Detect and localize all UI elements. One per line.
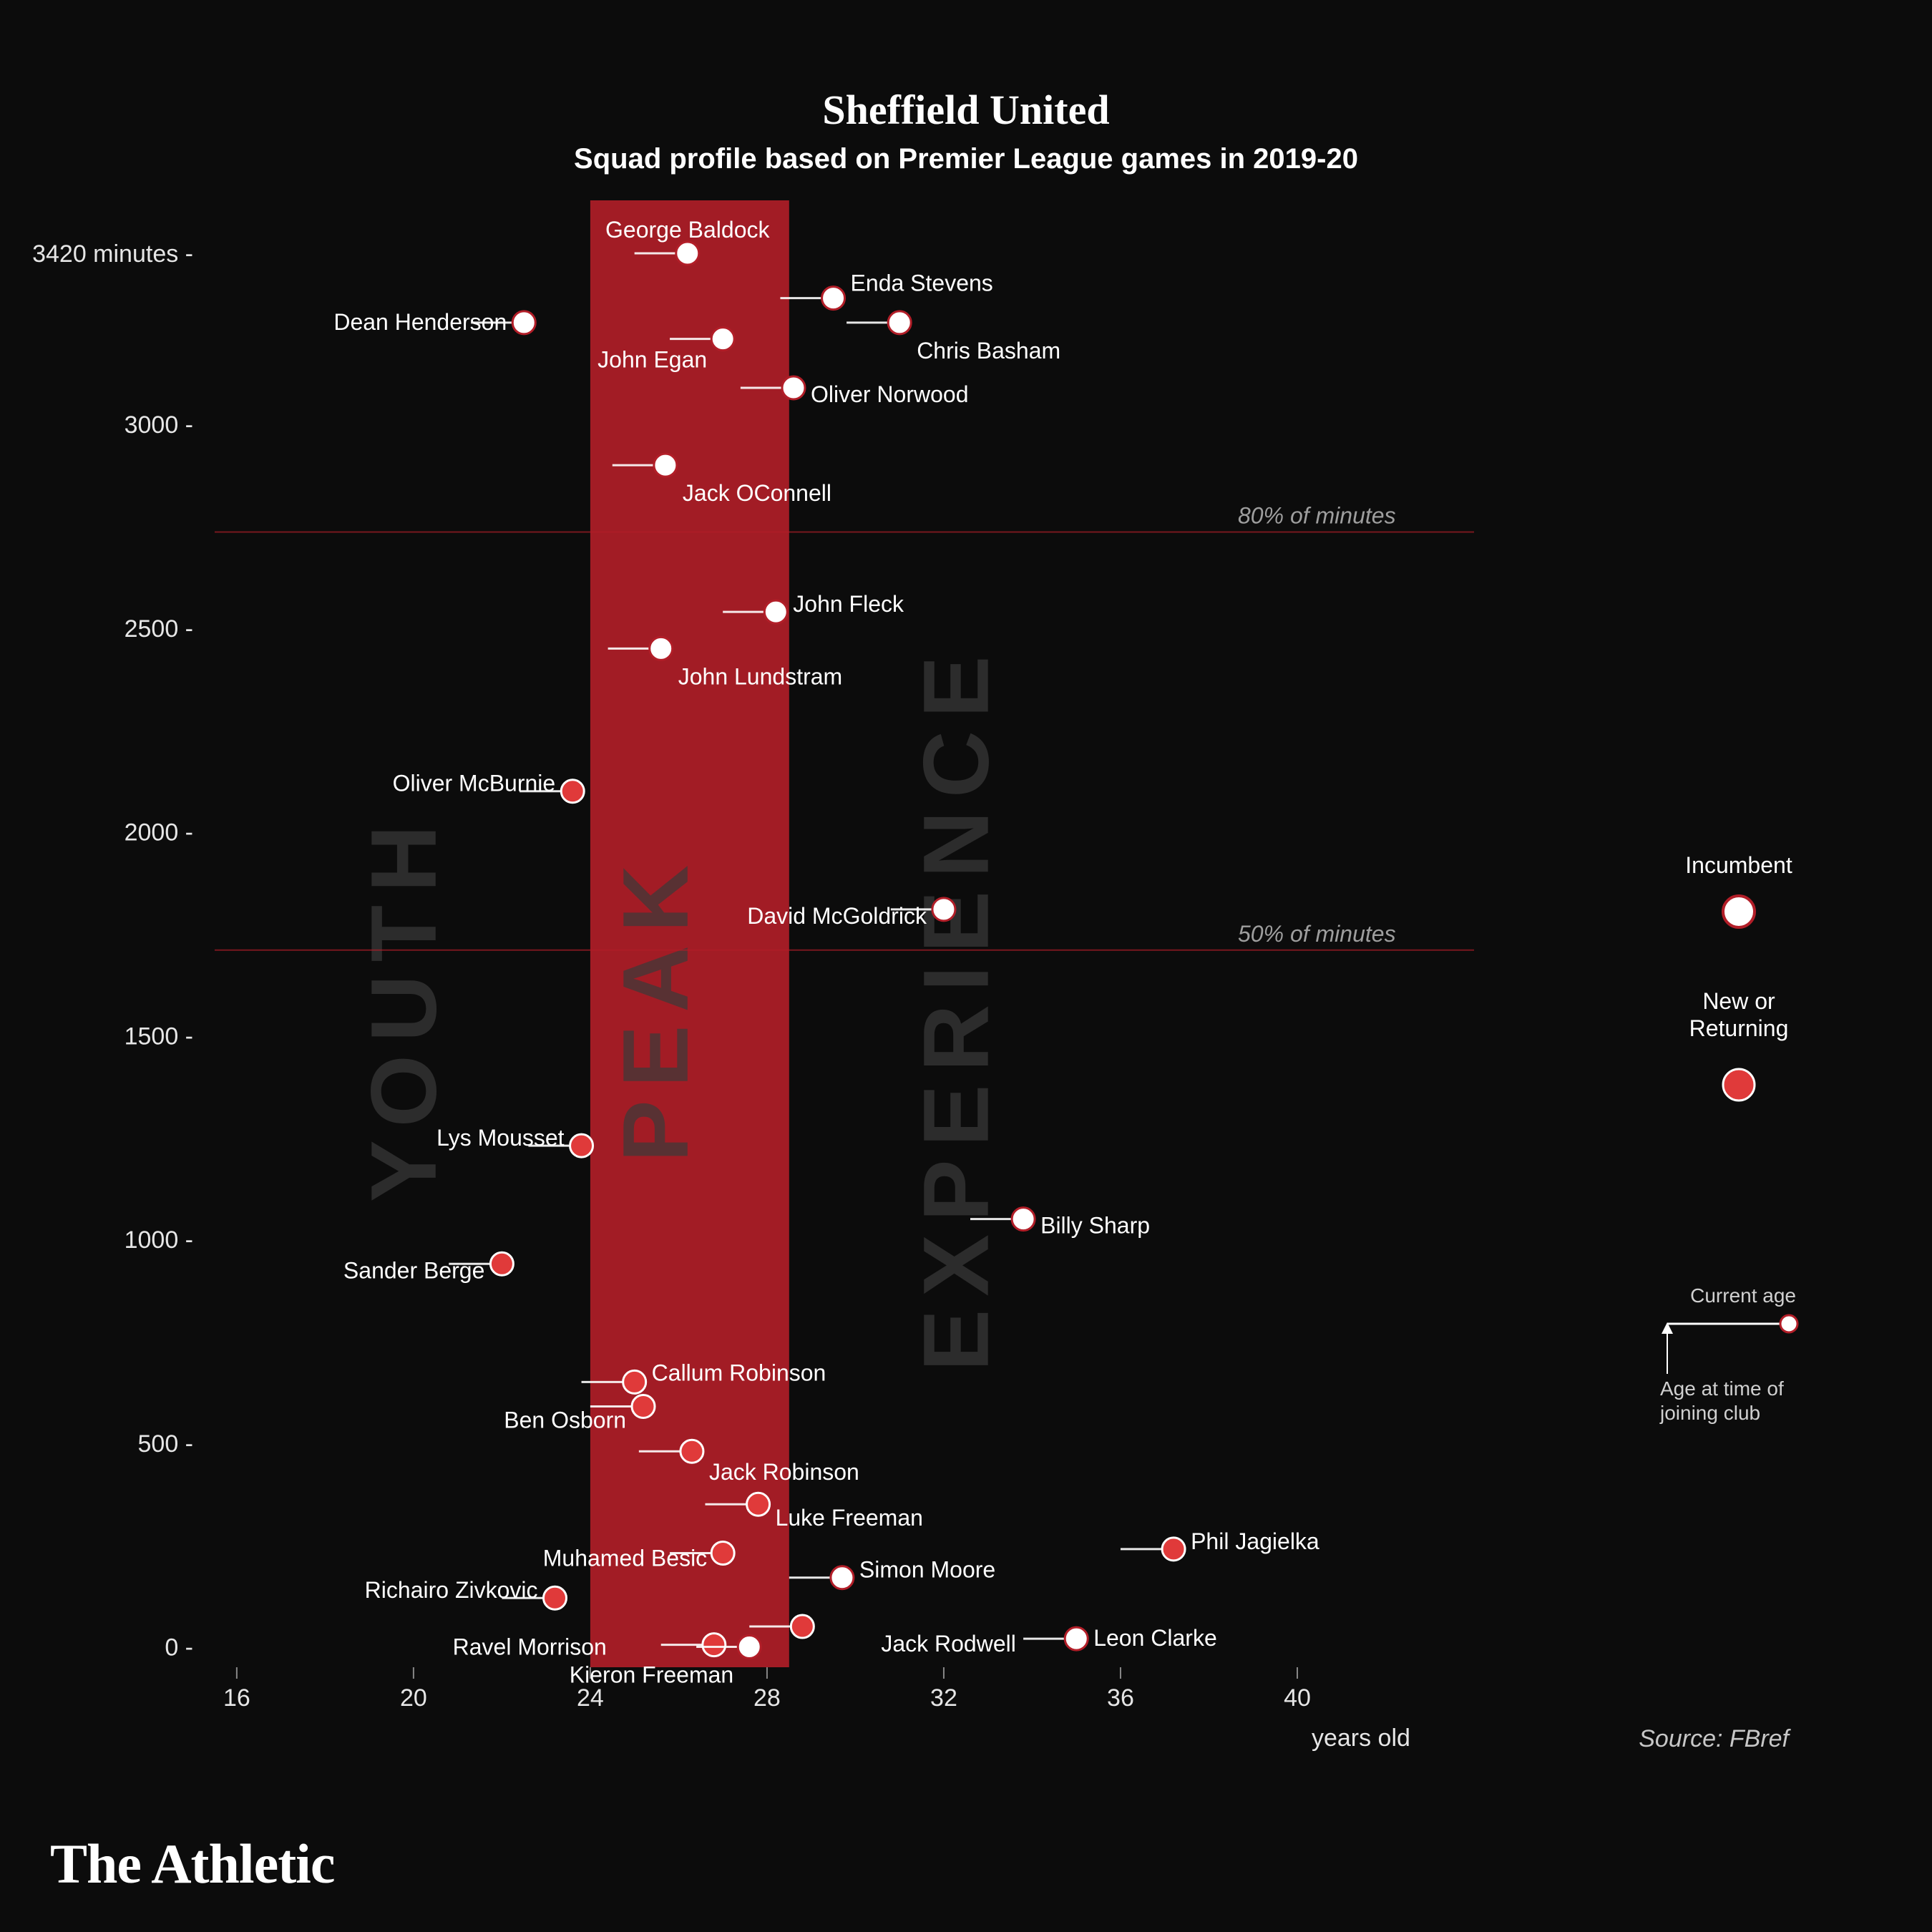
y-tick-label: 1500 -	[125, 1023, 193, 1050]
x-tick-label: 16	[223, 1684, 250, 1712]
legend-incumbent-label: Incumbent	[1685, 852, 1792, 878]
player-label: Leon Clarke	[1093, 1625, 1217, 1651]
x-tick-label: 36	[1107, 1684, 1134, 1712]
player-label: Lys Mousset	[436, 1125, 565, 1151]
player-label: Jack Robinson	[709, 1459, 859, 1485]
legend-age-dot	[1780, 1315, 1797, 1332]
player-label: Dean Henderson	[333, 309, 507, 335]
y-tick-label: 1000 -	[125, 1226, 193, 1254]
y-tick-label: 500 -	[138, 1430, 194, 1458]
player-point: Dean Henderson	[333, 309, 535, 335]
x-tick-label: 40	[1284, 1684, 1311, 1712]
player-label: Luke Freeman	[776, 1505, 923, 1531]
chart-svg: YOUTHPEAKEXPERIENCE80% of minutes50% of …	[0, 0, 1932, 1932]
player-label: Muhamed Besic	[543, 1546, 707, 1571]
y-tick-label: 3000 -	[125, 411, 193, 439]
watermark-experience: EXPERIENCE	[904, 643, 1008, 1371]
player-label: Sander Berge	[343, 1257, 484, 1283]
player-label: Simon Moore	[859, 1557, 995, 1583]
player-point: Oliver McBurnie	[393, 771, 585, 803]
player-label: Oliver McBurnie	[393, 771, 556, 796]
player-point: Jack Rodwell	[749, 1615, 1016, 1657]
legend-currentage-label: Current age	[1690, 1284, 1796, 1307]
source-label: Source: FBref	[1639, 1725, 1789, 1753]
x-axis-title: years old	[1312, 1724, 1410, 1752]
player-label: Chris Basham	[917, 338, 1060, 364]
player-label: Jack OConnell	[683, 480, 831, 506]
legend-joinage-label: joining club	[1659, 1402, 1760, 1424]
player-point: Leon Clarke	[1023, 1625, 1217, 1651]
y-tick-label: 2000 -	[125, 819, 193, 847]
player-point: Simon Moore	[789, 1557, 995, 1589]
player-point: Sander Berge	[343, 1252, 513, 1283]
player-point: David McGoldrick	[747, 898, 955, 929]
player-label: John Fleck	[793, 591, 904, 617]
player-point: Richairo Zivkovic	[365, 1577, 567, 1609]
ref-line-label: 80% of minutes	[1238, 503, 1396, 529]
y-top-label: 3420 minutes -	[32, 240, 193, 268]
player-point: Muhamed Besic	[543, 1542, 734, 1571]
watermark-peak: PEAK	[603, 852, 708, 1162]
player-label: Ravel Morrison	[453, 1634, 607, 1660]
player-label: John Lundstram	[678, 663, 842, 689]
legend-newret-icon	[1723, 1069, 1755, 1101]
player-label: George Baldock	[605, 217, 770, 243]
player-label: David McGoldrick	[747, 903, 927, 929]
x-tick-label: 24	[577, 1684, 604, 1712]
player-label: Billy Sharp	[1040, 1213, 1150, 1239]
player-label: Enda Stevens	[851, 270, 993, 296]
player-label: Ben Osborn	[504, 1407, 626, 1433]
player-label: John Egan	[597, 347, 707, 373]
player-label: Oliver Norwood	[811, 381, 969, 407]
legend-incumbent-icon	[1723, 896, 1755, 927]
brand-label: The Athletic	[50, 1832, 334, 1896]
player-point: Phil Jagielka	[1121, 1528, 1319, 1561]
player-label: Jack Rodwell	[881, 1631, 1016, 1657]
y-tick-label: 2500 -	[125, 615, 193, 643]
chart-root: Sheffield United Squad profile based on …	[0, 0, 1932, 1932]
x-tick-label: 20	[400, 1684, 427, 1712]
legend-joinage-label: Age at time of	[1660, 1377, 1784, 1400]
ref-line-label: 50% of minutes	[1238, 921, 1396, 947]
player-point: Lys Mousset	[436, 1125, 592, 1157]
player-point: Enda Stevens	[780, 270, 992, 310]
player-label: Richairo Zivkovic	[365, 1577, 538, 1603]
player-label: Kieron Freeman	[570, 1662, 733, 1688]
legend-newret-label: New or	[1702, 988, 1775, 1014]
y-tick-label: 0 -	[165, 1634, 193, 1662]
x-tick-label: 28	[753, 1684, 781, 1712]
player-label: Callum Robinson	[652, 1360, 826, 1385]
legend-newret-label: Returning	[1689, 1015, 1789, 1041]
x-tick-label: 32	[930, 1684, 957, 1712]
player-point: Chris Basham	[847, 311, 1060, 364]
player-label: Phil Jagielka	[1191, 1528, 1319, 1554]
